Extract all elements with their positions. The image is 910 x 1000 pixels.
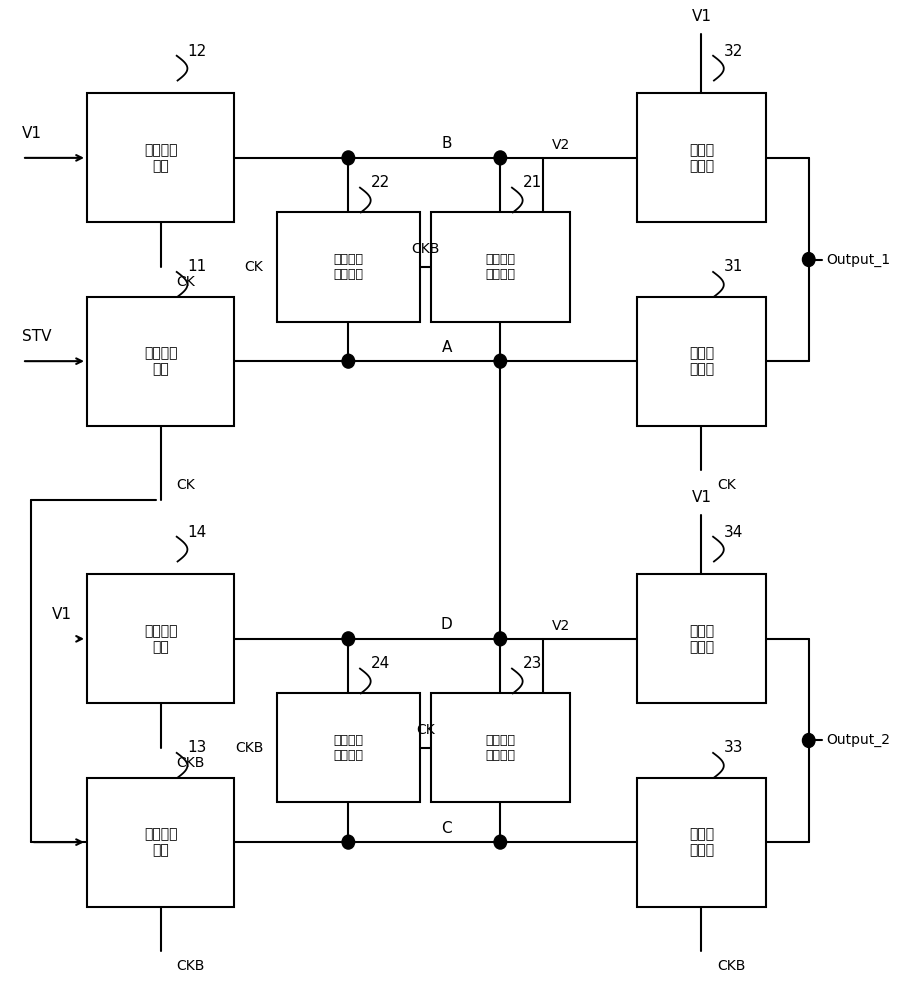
Text: 第四输出
控制模块: 第四输出 控制模块 bbox=[333, 734, 363, 762]
Text: 12: 12 bbox=[187, 44, 207, 59]
Text: CKB: CKB bbox=[177, 959, 205, 973]
FancyBboxPatch shape bbox=[637, 93, 766, 222]
Text: 11: 11 bbox=[187, 259, 207, 274]
Text: CKB: CKB bbox=[177, 756, 205, 770]
Text: STV: STV bbox=[22, 329, 52, 344]
Circle shape bbox=[342, 632, 355, 646]
Text: 第二输
出模块: 第二输 出模块 bbox=[689, 143, 714, 173]
Text: 第二输出
控制模块: 第二输出 控制模块 bbox=[333, 253, 363, 281]
Circle shape bbox=[342, 354, 355, 368]
Circle shape bbox=[494, 354, 507, 368]
Circle shape bbox=[494, 151, 507, 165]
Text: V2: V2 bbox=[552, 619, 571, 633]
Circle shape bbox=[342, 835, 355, 849]
FancyBboxPatch shape bbox=[86, 778, 235, 907]
Text: A: A bbox=[441, 340, 452, 355]
Text: 第二输入
模块: 第二输入 模块 bbox=[144, 143, 177, 173]
Text: B: B bbox=[441, 136, 452, 151]
Circle shape bbox=[494, 835, 507, 849]
Text: 34: 34 bbox=[723, 525, 743, 540]
Text: 第一输
出模块: 第一输 出模块 bbox=[689, 346, 714, 376]
FancyBboxPatch shape bbox=[86, 93, 235, 222]
Text: 33: 33 bbox=[723, 740, 743, 755]
Text: Output_2: Output_2 bbox=[826, 733, 891, 747]
Text: 32: 32 bbox=[723, 44, 743, 59]
Text: 第四输
出模块: 第四输 出模块 bbox=[689, 624, 714, 654]
Text: V2: V2 bbox=[552, 138, 571, 152]
FancyBboxPatch shape bbox=[637, 297, 766, 426]
FancyBboxPatch shape bbox=[277, 693, 420, 802]
Text: CK: CK bbox=[416, 723, 435, 737]
Text: CK: CK bbox=[177, 275, 196, 289]
Circle shape bbox=[342, 151, 355, 165]
Text: CKB: CKB bbox=[235, 741, 263, 755]
Text: 第四输入
模块: 第四输入 模块 bbox=[144, 624, 177, 654]
Circle shape bbox=[494, 632, 507, 646]
Text: 22: 22 bbox=[370, 175, 390, 190]
Text: 第三输入
模块: 第三输入 模块 bbox=[144, 827, 177, 857]
FancyBboxPatch shape bbox=[277, 212, 420, 322]
Text: 21: 21 bbox=[522, 175, 542, 190]
Text: 14: 14 bbox=[187, 525, 207, 540]
Text: V1: V1 bbox=[52, 607, 72, 622]
Text: CK: CK bbox=[718, 478, 736, 492]
Text: D: D bbox=[440, 617, 452, 632]
Text: 13: 13 bbox=[187, 740, 207, 755]
Text: 31: 31 bbox=[723, 259, 743, 274]
FancyBboxPatch shape bbox=[431, 693, 570, 802]
Text: CK: CK bbox=[245, 260, 263, 274]
Text: 23: 23 bbox=[522, 656, 542, 671]
Text: V1: V1 bbox=[692, 490, 712, 505]
Text: CKB: CKB bbox=[411, 242, 440, 256]
Text: Output_1: Output_1 bbox=[826, 253, 891, 267]
Text: V1: V1 bbox=[692, 9, 712, 24]
FancyBboxPatch shape bbox=[431, 212, 570, 322]
Text: CK: CK bbox=[177, 478, 196, 492]
Text: 第一输入
模块: 第一输入 模块 bbox=[144, 346, 177, 376]
Text: 24: 24 bbox=[370, 656, 390, 671]
Text: 第三输出
控制模块: 第三输出 控制模块 bbox=[485, 734, 515, 762]
FancyBboxPatch shape bbox=[86, 574, 235, 703]
Circle shape bbox=[803, 734, 815, 747]
FancyBboxPatch shape bbox=[637, 574, 766, 703]
Text: 第三输
出模块: 第三输 出模块 bbox=[689, 827, 714, 857]
FancyBboxPatch shape bbox=[637, 778, 766, 907]
Circle shape bbox=[803, 253, 815, 266]
FancyBboxPatch shape bbox=[86, 297, 235, 426]
Text: V1: V1 bbox=[22, 126, 42, 141]
Text: C: C bbox=[441, 821, 452, 836]
Text: CKB: CKB bbox=[718, 959, 746, 973]
Text: 第一输出
控制模块: 第一输出 控制模块 bbox=[485, 253, 515, 281]
